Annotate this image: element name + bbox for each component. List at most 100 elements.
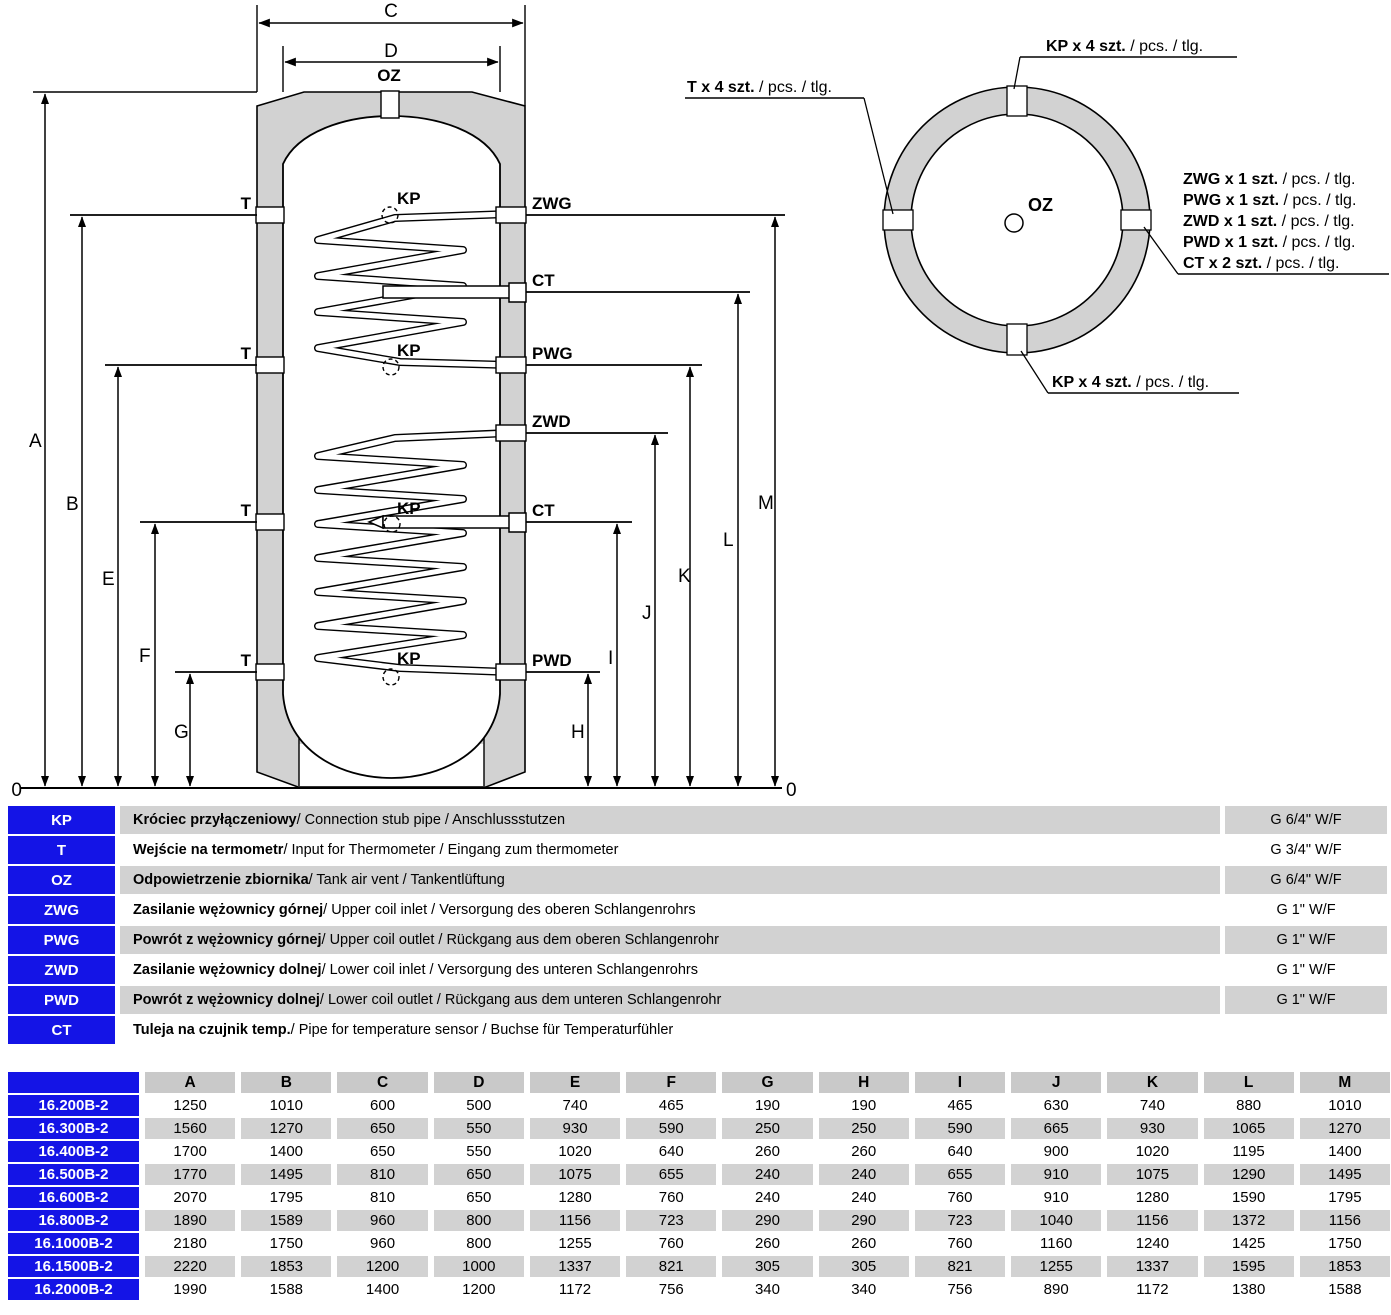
table-model-cell: 16.300B-2 xyxy=(8,1118,139,1139)
lower-coil xyxy=(314,429,514,676)
legend-thread-size: G 3/4" W/F xyxy=(1225,836,1387,864)
table-value-cell: 740 xyxy=(1107,1095,1198,1116)
table-value-cell: 800 xyxy=(433,1233,524,1254)
table-value-cell: 1156 xyxy=(529,1210,621,1231)
callout-right-block: ZWG x 1 szt. / pcs. / tlg. PWG x 1 szt. … xyxy=(1143,171,1389,275)
table-value-cell: 1172 xyxy=(529,1279,621,1300)
table-corner-cell xyxy=(8,1072,139,1093)
table-value-cell: 1400 xyxy=(1299,1141,1390,1162)
table-value-cell: 723 xyxy=(914,1210,1006,1231)
ct-pipe-upper xyxy=(382,282,527,303)
table-value-cell: 665 xyxy=(1011,1118,1102,1139)
table-value-cell: 240 xyxy=(722,1164,813,1185)
table-value-cell: 1853 xyxy=(241,1256,332,1277)
table-value-cell: 650 xyxy=(433,1164,524,1185)
table-value-cell: 240 xyxy=(818,1187,909,1208)
table-value-cell: 1280 xyxy=(1107,1187,1198,1208)
table-value-cell: 550 xyxy=(433,1141,524,1162)
table-value-cell: 1990 xyxy=(145,1279,236,1300)
table-value-cell: 910 xyxy=(1011,1187,1102,1208)
table-value-cell: 655 xyxy=(914,1164,1006,1185)
table-model-cell: 16.600B-2 xyxy=(8,1187,139,1208)
ct-label-2: CT xyxy=(532,501,555,520)
table-value-cell: 1700 xyxy=(145,1141,236,1162)
legend-description: Wejście na termometr / Input for Thermom… xyxy=(120,836,1220,864)
table-value-cell: 1795 xyxy=(1299,1187,1390,1208)
table-value-cell: 900 xyxy=(1011,1141,1102,1162)
table-value-cell: 1010 xyxy=(1299,1095,1390,1116)
legend-description-primary: Zasilanie wężownicy górnej xyxy=(133,902,324,918)
kp-markers xyxy=(381,206,401,686)
table-value-cell: 1400 xyxy=(241,1141,332,1162)
legend-description: Powrót z wężownicy górnej / Upper coil o… xyxy=(120,926,1220,954)
table-value-cell: 1255 xyxy=(1011,1256,1102,1277)
legend-thread-size: G 6/4" W/F xyxy=(1225,806,1387,834)
table-value-cell: 760 xyxy=(914,1233,1006,1254)
table-value-cell: 1270 xyxy=(241,1118,332,1139)
dim-label-F: F xyxy=(139,646,151,667)
table-model-cell: 16.1500B-2 xyxy=(8,1256,139,1277)
table-value-cell: 1195 xyxy=(1203,1141,1294,1162)
ct-label-1: CT xyxy=(532,271,555,290)
table-value-cell: 1240 xyxy=(1107,1233,1198,1254)
table-value-cell: 760 xyxy=(914,1187,1006,1208)
legend-code: CT xyxy=(8,1016,115,1044)
table-value-cell: 1795 xyxy=(241,1187,332,1208)
dim-label-J: J xyxy=(642,603,652,624)
legend-thread-size: G 1" W/F xyxy=(1225,986,1387,1014)
table-value-cell: 190 xyxy=(722,1095,813,1116)
table-header-cell: A xyxy=(145,1072,236,1093)
table-value-cell: 756 xyxy=(914,1279,1006,1300)
table-value-cell: 810 xyxy=(337,1187,428,1208)
oz-port-label: OZ xyxy=(377,66,401,85)
table-value-cell: 1040 xyxy=(1011,1210,1102,1231)
table-value-cell: 260 xyxy=(818,1233,909,1254)
table-value-cell: 1172 xyxy=(1107,1279,1198,1300)
table-model-cell: 16.200B-2 xyxy=(8,1095,139,1116)
callout-t-left: T x 4 szt. / pcs. / tlg. xyxy=(687,79,832,96)
table-value-cell: 650 xyxy=(337,1118,428,1139)
kp-label-2: KP xyxy=(397,341,421,360)
tank-top-view: OZ KP x 4 szt. / pcs. / tlg. T x 4 szt. … xyxy=(685,38,1389,394)
table-value-cell: 240 xyxy=(818,1164,909,1185)
table-value-cell: 650 xyxy=(433,1187,524,1208)
table-value-cell: 240 xyxy=(722,1187,813,1208)
table-value-cell: 630 xyxy=(1011,1095,1102,1116)
oz-notch xyxy=(380,90,400,119)
kp-label-1: KP xyxy=(397,189,421,208)
table-value-cell: 800 xyxy=(433,1210,524,1231)
legend-code: OZ xyxy=(8,866,115,894)
table-header-cell: K xyxy=(1107,1072,1198,1093)
legend-thread-size: G 1" W/F xyxy=(1225,926,1387,954)
svg-text:CT x 2 szt. / pcs. / tlg.: CT x 2 szt. / pcs. / tlg. xyxy=(1183,255,1340,272)
table-value-cell: 821 xyxy=(626,1256,717,1277)
table-value-cell: 1595 xyxy=(1203,1256,1294,1277)
technical-drawing: C D xyxy=(11,1,1389,801)
svg-text:ZWD x 1 szt. / pcs. / tlg.: ZWD x 1 szt. / pcs. / tlg. xyxy=(1183,213,1355,230)
table-value-cell: 1010 xyxy=(241,1095,332,1116)
table-model-cell: 16.1000B-2 xyxy=(8,1233,139,1254)
legend-code: PWG xyxy=(8,926,115,954)
top-view-oz-label: OZ xyxy=(1028,195,1053,215)
legend-description-primary: Zasilanie wężownicy dolnej xyxy=(133,962,322,978)
table-value-cell: 1280 xyxy=(529,1187,621,1208)
legend-description-translations: / Upper coil outlet / Rückgang aus dem o… xyxy=(321,932,719,948)
table-value-cell: 550 xyxy=(433,1118,524,1139)
zwd-label: ZWD xyxy=(532,412,571,431)
table-value-cell: 1588 xyxy=(241,1279,332,1300)
table-header-cell: J xyxy=(1011,1072,1102,1093)
table-value-cell: 760 xyxy=(626,1187,717,1208)
table-value-cell: 760 xyxy=(626,1233,717,1254)
table-value-cell: 590 xyxy=(626,1118,717,1139)
dim-label-H: H xyxy=(571,722,585,743)
table-header-cell: M xyxy=(1299,1072,1390,1093)
table-value-cell: 290 xyxy=(722,1210,813,1231)
t-label-2: T xyxy=(241,344,252,363)
table-value-cell: 465 xyxy=(914,1095,1006,1116)
table-value-cell: 1020 xyxy=(1107,1141,1198,1162)
table-value-cell: 640 xyxy=(914,1141,1006,1162)
table-value-cell: 590 xyxy=(914,1118,1006,1139)
table-header-cell: H xyxy=(818,1072,909,1093)
callout-t-left-leader xyxy=(863,97,894,215)
